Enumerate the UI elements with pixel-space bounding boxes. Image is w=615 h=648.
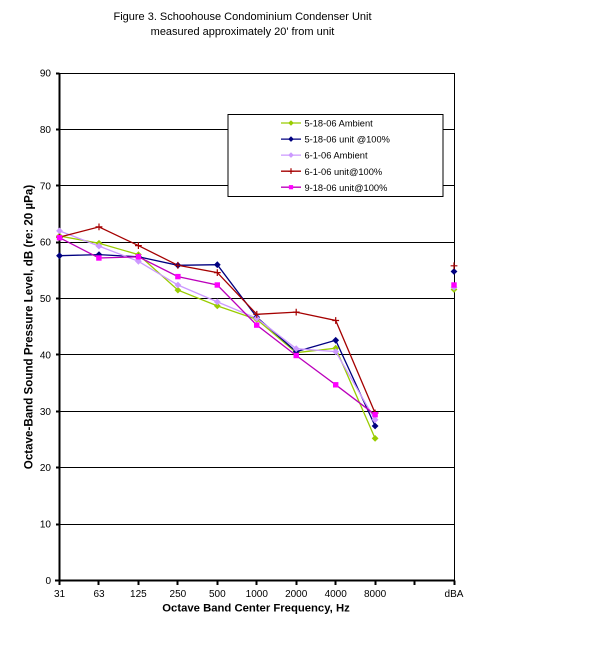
- svg-text:2000: 2000: [285, 589, 308, 600]
- svg-text:10: 10: [40, 520, 52, 531]
- svg-text:250: 250: [170, 589, 187, 600]
- svg-text:90: 90: [40, 69, 52, 80]
- svg-text:4000: 4000: [325, 589, 348, 600]
- svg-text:Octave-Band Sound Pressure Lev: Octave-Band Sound Pressure Level, dB (re…: [23, 185, 36, 470]
- svg-text:Figure 3. Schoohouse Condomini: Figure 3. Schoohouse Condominium Condens…: [113, 11, 371, 23]
- svg-text:6-1-06 unit@100%: 6-1-06 unit@100%: [305, 167, 383, 177]
- svg-text:1000: 1000: [246, 589, 269, 600]
- svg-text:125: 125: [130, 589, 147, 600]
- svg-text:9-18-06 unit@100%: 9-18-06 unit@100%: [305, 183, 388, 193]
- svg-text:70: 70: [40, 181, 52, 192]
- svg-text:500: 500: [209, 589, 226, 600]
- svg-text:80: 80: [40, 125, 52, 136]
- svg-text:20: 20: [40, 463, 52, 474]
- svg-text:5-18-06 unit @100%: 5-18-06 unit @100%: [305, 135, 390, 145]
- svg-text:40: 40: [40, 350, 52, 361]
- svg-text:dBA: dBA: [445, 589, 464, 600]
- svg-text:Octave Band Center Frequency,: Octave Band Center Frequency, Hz: [162, 603, 350, 615]
- svg-text:31: 31: [54, 589, 66, 600]
- svg-text:measured approximately 20' fro: measured approximately 20' from unit: [151, 26, 335, 38]
- svg-text:0: 0: [45, 576, 51, 587]
- svg-text:60: 60: [40, 238, 52, 249]
- svg-text:30: 30: [40, 407, 52, 418]
- svg-text:50: 50: [40, 294, 52, 305]
- svg-text:8000: 8000: [364, 589, 387, 600]
- svg-text:5-18-06 Ambient: 5-18-06 Ambient: [305, 119, 374, 129]
- svg-text:6-1-06 Ambient: 6-1-06 Ambient: [305, 151, 368, 161]
- svg-text:63: 63: [93, 589, 105, 600]
